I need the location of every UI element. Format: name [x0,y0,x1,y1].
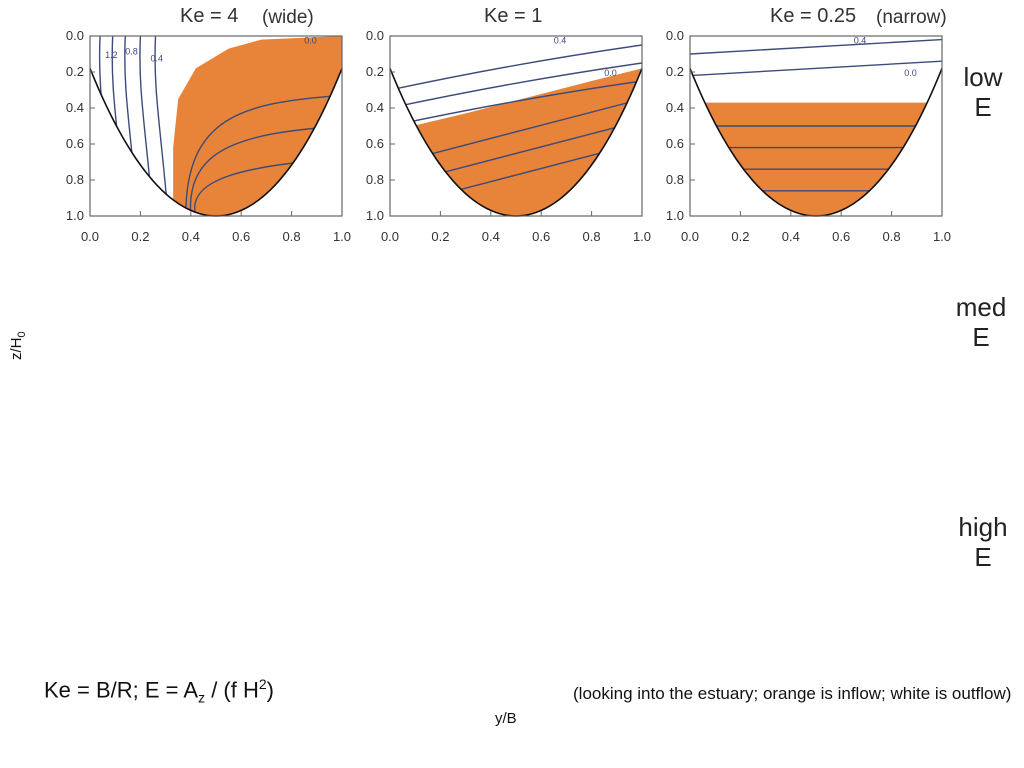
y-axis-label: z/H0 [8,300,28,360]
y-tick-label: 0.8 [666,172,684,187]
y-tick-label: 0.4 [66,100,84,115]
x-tick-label: 0.6 [532,229,550,244]
row-label-med-line1: med [955,292,1007,322]
y-tick-label: 0.2 [366,64,384,79]
contour-label: 0.0 [304,36,317,46]
y-tick-label: 0.4 [366,100,384,115]
contour-label: 0.4 [554,36,567,46]
contour-panel-1: 0.0 0.0 0.2 0.2 0.4 0.4 0.6 0.6 0.8 0.8 1.0 1.0 1.2 0… [66,28,351,244]
formula-sup: 2 [258,676,267,692]
y-tick-label: 0.6 [366,136,384,151]
formula-ke: Ke = B/R; E = A [44,677,199,703]
formula-mid: / (f H [205,677,259,703]
y-tick-label: 0.6 [66,136,84,151]
contour-label: 0.0 [604,68,617,78]
plot-frame [389,35,643,217]
contour-label: 1.2 [105,50,118,60]
y-tick-label: 0.0 [66,28,84,43]
x-axis-label: y/B [495,710,517,727]
x-tick-label: 0.0 [681,229,699,244]
x-tick-label: 0.6 [232,229,250,244]
x-tick-label: 0.2 [431,229,449,244]
y-tick-label: 0.6 [666,136,684,151]
panel-3-note: (narrow) [876,7,947,28]
row-label-high-line1: high [958,512,1008,542]
x-tick-label: 0.8 [883,229,901,244]
contour-panels: 0.0 0.0 0.2 0.2 0.4 0.4 0.6 0.6 0.8 0.8 1.0 1.0 1.2 0… [66,28,951,244]
y-tick-label: 0.2 [66,64,84,79]
y-tick-label: 1.0 [366,208,384,223]
x-tick-label: 0.2 [131,229,149,244]
y-axis-label-sub: 0 [16,331,28,338]
x-tick-label: 0.0 [381,229,399,244]
contour-panel-3: 0.0 0.0 0.2 0.2 0.4 0.4 0.6 0.6 0.8 0.8 1.0 1.0 0.4 0… [666,28,951,244]
row-label-low-line1: low [963,62,1003,92]
x-tick-label: 0.4 [482,229,500,244]
panel-1-title: Ke = 4 [180,5,238,28]
plot-frame [689,35,943,217]
formula-end: ) [266,677,274,703]
plot-frame [89,35,343,217]
formula-sub: z [198,689,206,706]
panel-1-note: (wide) [262,7,314,28]
contour-label: 0.4 [150,54,163,64]
x-tick-label: 1.0 [333,229,351,244]
row-label-high-line2: E [974,542,992,572]
x-tick-label: 0.8 [283,229,301,244]
x-tick-label: 0.6 [832,229,850,244]
x-tick-label: 1.0 [633,229,651,244]
row-label-low-line2: E [974,92,992,122]
row-label-high: high E [948,512,1018,572]
y-tick-label: 0.0 [666,28,684,43]
contour-panel-2: 0.0 0.0 0.2 0.2 0.4 0.4 0.6 0.6 0.8 0.8 1.0 1.0 0.4 0… [366,28,651,244]
y-tick-label: 0.2 [666,64,684,79]
panel-1-title-text: Ke = 4 [180,5,239,27]
y-tick-label: 0.4 [666,100,684,115]
panel-2-title: Ke = 1 [484,5,543,27]
row-label-med: med E [946,292,1016,352]
x-tick-label: 0.0 [81,229,99,244]
contour-label: 0.4 [854,36,867,46]
x-tick-label: 0.4 [182,229,200,244]
y-tick-label: 1.0 [666,208,684,223]
row-label-low: low E [948,62,1018,122]
formula: Ke = B/R; E = Az / (f H2) [44,676,274,706]
caption: (looking into the estuary; orange is inf… [573,684,1012,703]
contour-label: 0.0 [904,68,917,78]
inflow-region [690,102,942,216]
inflow-region [412,68,642,216]
y-axis-label-main: z/H [8,337,25,361]
y-tick-label: 0.8 [66,172,84,187]
contour-label: 0.8 [125,46,138,56]
x-tick-label: 1.0 [933,229,951,244]
x-tick-label: 0.4 [782,229,800,244]
x-tick-label: 0.2 [731,229,749,244]
x-tick-label: 0.8 [583,229,601,244]
panel-3-title: Ke = 0.25 [770,5,857,27]
y-tick-label: 0.0 [366,28,384,43]
y-tick-label: 0.8 [366,172,384,187]
y-tick-label: 1.0 [66,208,84,223]
row-label-med-line2: E [972,322,990,352]
